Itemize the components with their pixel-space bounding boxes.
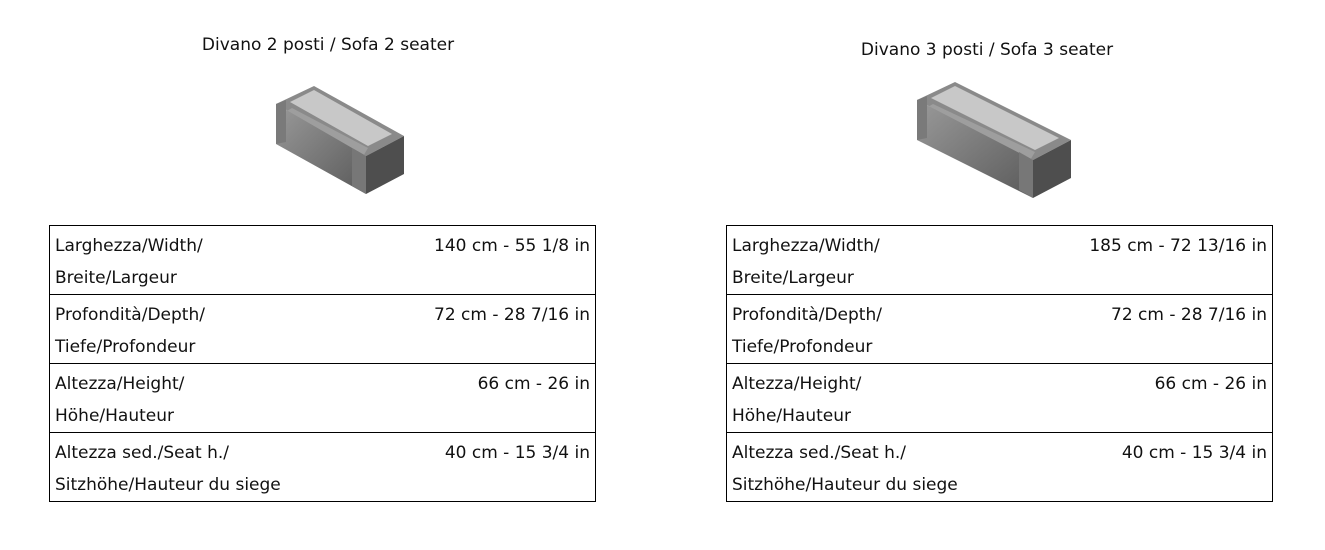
table-row-depth: Profondità/Depth/Tiefe/Profondeur 72 cm -… <box>48 294 596 364</box>
label: Profondità/Depth/ <box>732 305 882 325</box>
label: Sitzhöhe/Hauteur du siege <box>55 475 281 495</box>
value: 40 cm - 15 3/4 in <box>1030 432 1274 502</box>
label: Breite/Largeur <box>55 268 177 288</box>
value: 72 cm - 28 7/16 in <box>1030 294 1274 364</box>
label: Tiefe/Profondeur <box>732 337 873 357</box>
label: Altezza sed./Seat h./ <box>732 443 907 463</box>
spec-table-sofa-3: Larghezza/Width/Breite/Largeur 185 cm - 7… <box>726 225 1274 502</box>
label: Tiefe/Profondeur <box>55 337 196 357</box>
value: 40 cm - 15 3/4 in <box>369 432 596 502</box>
value: 185 cm - 72 13/16 in <box>1030 225 1274 295</box>
title-sofa-2: Divano 2 posti / Sofa 2 seater <box>201 35 455 55</box>
label: Höhe/Hauteur <box>55 406 175 426</box>
label: Altezza/Height/ <box>55 374 185 394</box>
label: Höhe/Hauteur <box>732 406 852 426</box>
label: Larghezza/Width/ <box>55 236 203 256</box>
sofa-3-seater-image <box>917 82 1071 198</box>
table-row-width: Larghezza/Width/Breite/Largeur 140 cm - 5… <box>48 225 596 295</box>
sofa-2-seater-image <box>276 86 404 194</box>
label: Sitzhöhe/Hauteur du siege <box>732 475 958 495</box>
table-row-height: Altezza/Height/Höhe/Hauteur 66 cm - 26 in <box>726 363 1274 433</box>
value: 66 cm - 26 in <box>369 363 596 433</box>
label: Breite/Largeur <box>732 268 854 288</box>
value: 72 cm - 28 7/16 in <box>369 294 596 364</box>
label: Altezza/Height/ <box>732 374 862 394</box>
table-row-height: Altezza/Height/Höhe/Hauteur 66 cm - 26 in <box>48 363 596 433</box>
table-row-seat-height: Altezza sed./Seat h./ Sitzhöhe/Hauteur du… <box>726 432 1274 502</box>
label: Profondità/Depth/ <box>55 305 205 325</box>
label: Larghezza/Width/ <box>732 236 880 256</box>
title-sofa-3: Divano 3 posti / Sofa 3 seater <box>860 40 1114 60</box>
table-row-seat-height: Altezza sed./Seat h./ Sitzhöhe/Hauteur du… <box>48 432 596 502</box>
label: Altezza sed./Seat h./ <box>55 443 230 463</box>
value: 66 cm - 26 in <box>1030 363 1274 433</box>
table-row-width: Larghezza/Width/Breite/Largeur 185 cm - 7… <box>726 225 1274 295</box>
spec-table-sofa-2: Larghezza/Width/Breite/Largeur 140 cm - 5… <box>48 225 596 502</box>
table-row-depth: Profondità/Depth/Tiefe/Profondeur 72 cm -… <box>726 294 1274 364</box>
value: 140 cm - 55 1/8 in <box>369 225 596 295</box>
